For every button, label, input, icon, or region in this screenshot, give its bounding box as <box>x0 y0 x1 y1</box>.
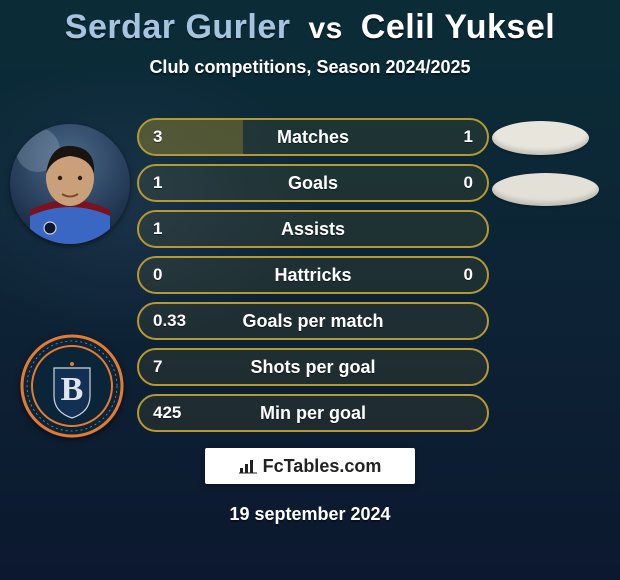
stat-row: 0.33 Goals per match <box>137 302 489 340</box>
stat-left-value: 1 <box>153 219 162 239</box>
player-avatar-svg <box>10 124 130 244</box>
svg-text:B: B <box>61 371 84 408</box>
stat-left-value: 425 <box>153 403 181 423</box>
vs-label: vs <box>308 12 342 45</box>
stat-row: 7 Shots per goal <box>137 348 489 386</box>
date-label: 19 september 2024 <box>229 504 390 525</box>
stat-row: 425 Min per goal <box>137 394 489 432</box>
stat-label: Assists <box>281 219 345 240</box>
stat-left-value: 1 <box>153 173 162 193</box>
stat-label: Matches <box>277 127 349 148</box>
player-avatar <box>10 124 130 244</box>
stat-label: Hattricks <box>274 265 351 286</box>
player2-name: Celil Yuksel <box>361 8 555 46</box>
stat-left-value: 0.33 <box>153 311 186 331</box>
source-badge: FcTables.com <box>205 448 415 484</box>
stat-label: Goals <box>288 173 338 194</box>
stat-row: 1 Assists <box>137 210 489 248</box>
stat-label: Min per goal <box>260 403 366 424</box>
stat-left-value: 7 <box>153 357 162 377</box>
source-badge-text: FcTables.com <box>263 456 382 477</box>
stat-label: Goals per match <box>242 311 383 332</box>
stat-right-value: 0 <box>464 173 473 193</box>
content: Serdar Gurler vs Celil Yuksel Club compe… <box>0 0 620 580</box>
stat-row: 3 Matches 1 <box>137 118 489 156</box>
player2-badge-placeholder-2 <box>492 173 599 206</box>
stat-right-value: 1 <box>464 127 473 147</box>
chart-icon <box>239 458 257 474</box>
stat-right-value: 0 <box>464 265 473 285</box>
stat-left-value: 3 <box>153 127 162 147</box>
club-badge-svg: B <box>20 334 124 438</box>
player1-name: Serdar Gurler <box>65 8 291 46</box>
stat-label: Shots per goal <box>250 357 375 378</box>
stat-left-value: 0 <box>153 265 162 285</box>
player2-badge-placeholder-1 <box>492 121 589 155</box>
stat-bars: 3 Matches 1 1 Goals 0 1 Assists 0 Hattricks 0 0.33 G… <box>137 118 489 440</box>
subtitle: Club competitions, Season 2024/2025 <box>0 57 620 78</box>
comparison-title: Serdar Gurler vs Celil Yuksel <box>0 0 620 47</box>
stat-row: 1 Goals 0 <box>137 164 489 202</box>
club-badge: B <box>20 334 124 438</box>
stat-row: 0 Hattricks 0 <box>137 256 489 294</box>
